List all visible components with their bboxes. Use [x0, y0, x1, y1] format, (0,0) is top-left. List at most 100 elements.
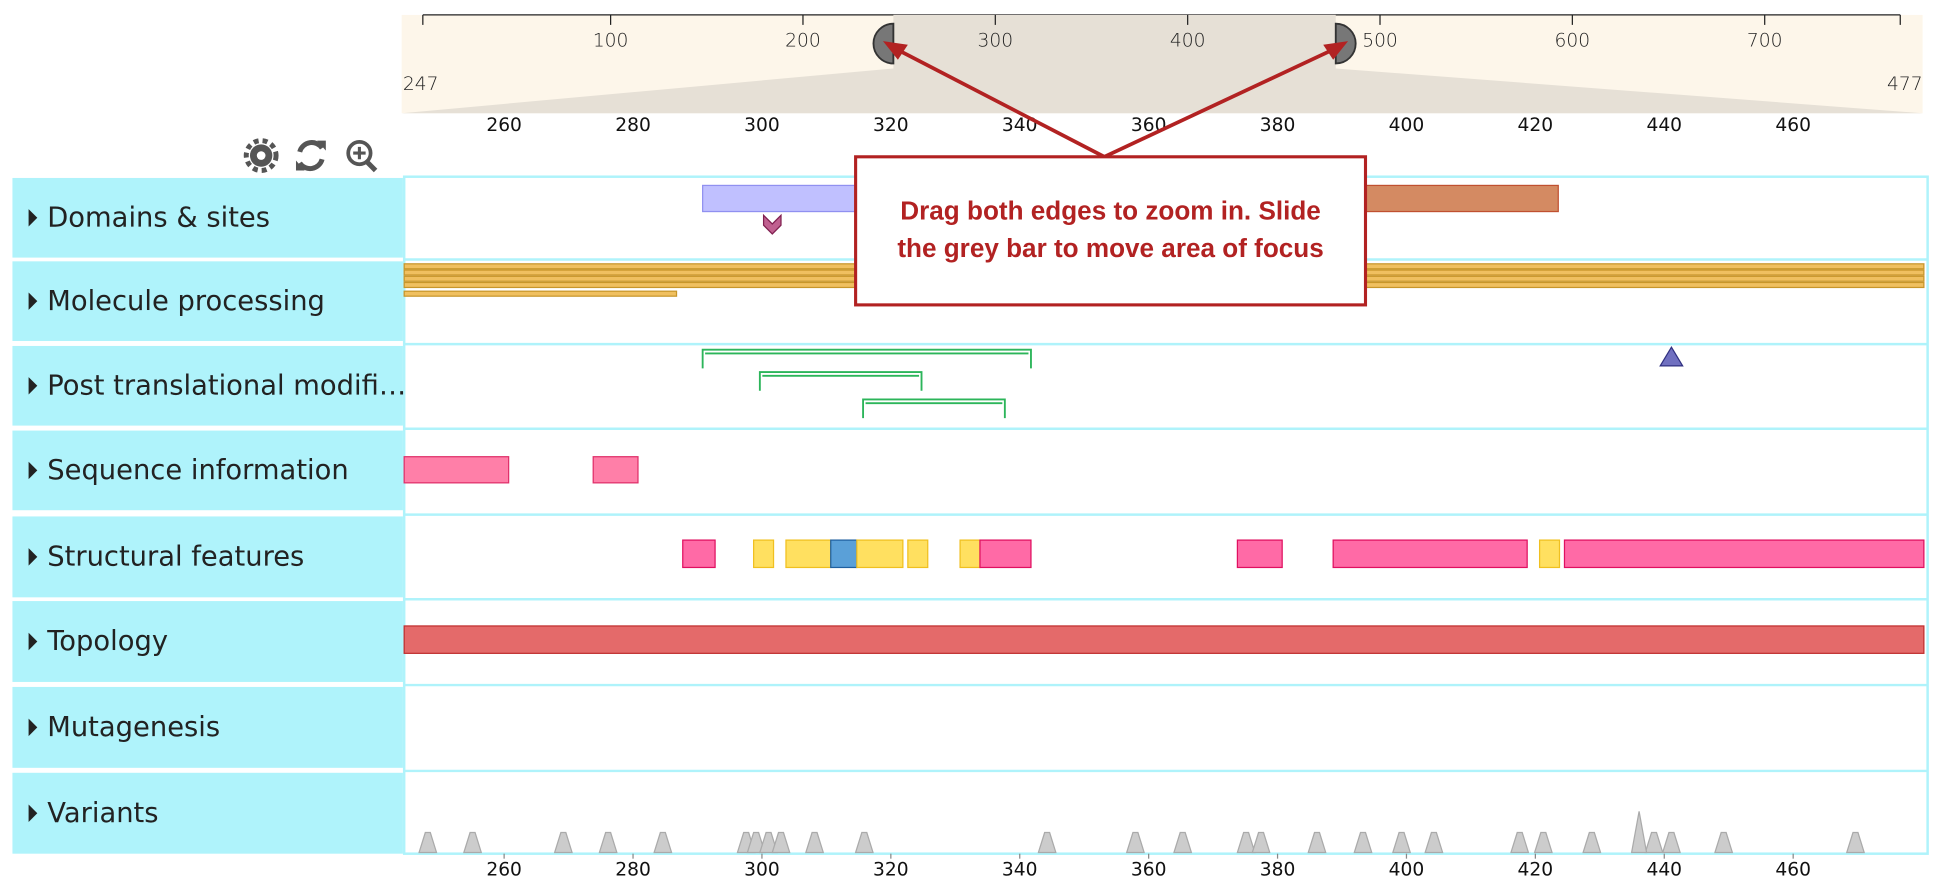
focus-area — [401, 14, 1923, 114]
feature — [979, 539, 1032, 569]
ruler-tick-label: 500 — [1362, 31, 1398, 52]
toolbar — [243, 138, 378, 173]
feature — [1332, 539, 1528, 569]
variant — [1644, 831, 1664, 854]
expand-arrow — [28, 461, 38, 480]
x-tick-label: 300 — [744, 859, 780, 880]
track-header[interactable] — [12, 430, 403, 511]
feature — [403, 625, 1925, 654]
x-tick-label: 460 — [1775, 859, 1811, 880]
variant — [598, 831, 618, 854]
x-tick-label: 340 — [1002, 859, 1038, 880]
track-label: Topology — [46, 626, 168, 657]
variant — [1582, 831, 1602, 854]
variant — [1353, 831, 1373, 854]
zoom-handle[interactable] — [872, 22, 895, 65]
range-start: 247 — [403, 74, 439, 95]
track-label: Structural features — [47, 542, 304, 573]
variant — [1173, 831, 1193, 854]
variant — [1661, 831, 1681, 854]
feature — [1563, 539, 1925, 569]
expand-arrow — [28, 548, 38, 566]
feature — [959, 539, 981, 569]
ruler-tick-label: 100 — [593, 31, 629, 52]
disulfide-bond — [701, 348, 1032, 369]
site-marker — [762, 213, 782, 235]
expand-arrow — [28, 292, 38, 310]
x-tick-label: 420 — [1518, 859, 1554, 880]
track-header[interactable] — [12, 601, 403, 682]
expand-arrow — [28, 377, 38, 395]
ruler-tick-label: 300 — [978, 31, 1014, 52]
feature — [702, 184, 859, 213]
track-header[interactable] — [12, 177, 403, 258]
variant — [805, 831, 825, 854]
variant — [1845, 831, 1866, 854]
x-tick-label: 380 — [1260, 115, 1296, 136]
x-tick-label: 320 — [873, 859, 909, 880]
x-tick-label: 280 — [615, 115, 651, 136]
track-header[interactable] — [12, 516, 403, 598]
x-tick-label: 340 — [1002, 115, 1038, 136]
variant — [854, 831, 874, 854]
x-tick-label: 280 — [615, 859, 651, 880]
track-header[interactable] — [12, 686, 403, 768]
variant — [1037, 831, 1057, 854]
track-header[interactable] — [12, 261, 403, 341]
variant — [418, 831, 438, 854]
ruler-tick-label: 700 — [1747, 31, 1783, 52]
x-tick-label: 440 — [1646, 859, 1682, 880]
x-tick-label: 260 — [486, 859, 522, 880]
expand-arrow — [28, 804, 38, 822]
range-end: 477 — [1887, 74, 1923, 95]
variant — [553, 831, 573, 854]
variant — [1630, 811, 1648, 854]
variant — [746, 831, 766, 854]
variant — [653, 831, 673, 854]
variant — [1510, 831, 1530, 854]
settings-icon[interactable] — [243, 138, 279, 173]
variant — [771, 831, 791, 854]
feature — [907, 539, 929, 569]
track-header[interactable] — [12, 772, 403, 854]
expand-arrow — [28, 718, 38, 737]
feature — [682, 539, 716, 569]
callout: Drag both edges to zoom in. Slide the gr… — [854, 41, 1368, 307]
zoom-icon[interactable] — [346, 140, 378, 173]
feature — [1364, 184, 1559, 213]
track-label: Domains & sites — [47, 203, 270, 234]
variant — [759, 831, 779, 854]
variant — [1236, 831, 1256, 854]
x-tick-label: 400 — [1389, 859, 1425, 880]
track-header[interactable] — [12, 345, 403, 426]
track-label: Mutagenesis — [47, 712, 220, 743]
x-tick-label: 360 — [1131, 859, 1167, 880]
callout-text: the grey bar to move area of focus — [897, 233, 1323, 263]
track-label: Variants — [47, 798, 158, 829]
x-tick-label: 360 — [1131, 115, 1167, 136]
disulfide-bond — [758, 371, 923, 391]
ruler-tick-label: 400 — [1170, 31, 1206, 52]
track-label: Molecule processing — [47, 286, 325, 317]
x-tick-label: 260 — [486, 115, 522, 136]
callout-text: Drag both edges to zoom in. Slide — [900, 196, 1321, 226]
variant — [1125, 831, 1145, 854]
x-tick-label: 440 — [1646, 115, 1682, 136]
ruler-tick-label: 600 — [1555, 31, 1591, 52]
variant — [1251, 831, 1271, 854]
variant — [1392, 831, 1412, 854]
reset-icon[interactable] — [295, 140, 326, 172]
x-tick-label: 320 — [873, 115, 909, 136]
expand-arrow — [28, 632, 38, 651]
variant — [1533, 831, 1553, 854]
x-tick-label: 380 — [1260, 859, 1296, 880]
feature — [403, 456, 510, 484]
feature — [592, 456, 639, 484]
feature — [1236, 539, 1283, 569]
track-label: Sequence information — [47, 455, 348, 486]
x-tick-label: 400 — [1389, 115, 1425, 136]
track-label: Post translational modifi… — [47, 371, 406, 402]
feature — [1538, 539, 1561, 569]
ruler-tick-label: 200 — [785, 31, 821, 52]
